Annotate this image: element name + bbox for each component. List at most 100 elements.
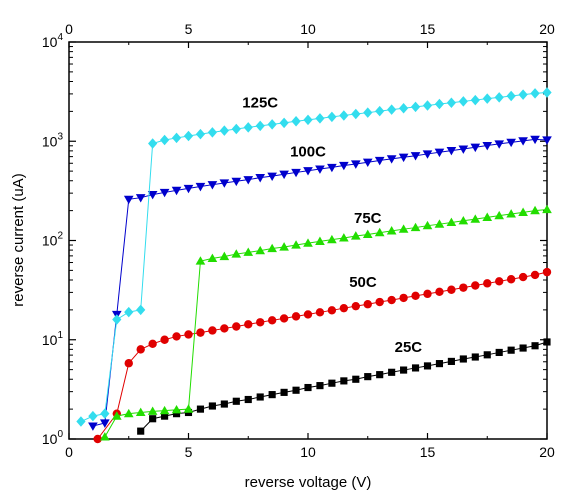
data-point [112,314,122,325]
data-point [470,94,480,106]
data-point [518,207,528,216]
data-point [171,186,182,196]
data-point [256,393,264,401]
data-point [231,177,242,187]
data-point [506,209,516,218]
data-point [303,114,313,126]
data-point [362,158,373,168]
data-point [148,339,157,349]
x-tick-label: 20 [539,444,555,460]
data-point [434,219,445,228]
series-25C [137,338,551,435]
data-point [350,231,361,240]
data-point [339,233,349,242]
data-point [195,182,206,192]
series-line-125C [80,91,548,422]
y-tick-label: 104 [42,32,64,50]
data-point [160,335,169,344]
data-point [303,310,313,319]
data-point [435,287,444,297]
data-point [327,234,337,244]
data-point [506,275,516,284]
series-group [76,87,552,444]
data-point [255,174,266,183]
data-point [494,210,505,220]
data-point [386,226,397,235]
data-point [279,242,289,251]
data-point [135,194,146,203]
data-point [232,397,240,405]
data-point [398,153,409,163]
series-label: 50C [349,274,377,291]
data-point [399,293,408,303]
data-point [518,89,528,100]
data-point [387,104,397,115]
data-point [220,400,228,408]
series-75C [100,204,552,441]
data-point [255,120,265,132]
data-point [410,222,421,232]
data-point [137,427,145,435]
x-axis-title: reverse voltage (V) [245,474,372,491]
y-tick-label: 100 [42,429,64,447]
data-point [232,322,241,331]
series-100C [88,135,552,431]
data-point [519,344,527,352]
data-point [530,135,540,145]
data-point [362,229,373,239]
data-point [411,364,420,372]
data-point [471,281,480,290]
data-point [243,247,254,256]
data-point [184,330,193,339]
data-point [398,103,409,114]
data-point [340,377,348,385]
data-point [267,316,277,325]
data-point [459,355,467,363]
top-x-tick-label: 5 [185,21,193,37]
y-tick-label: 102 [42,231,64,249]
data-point [304,383,312,392]
data-point [279,314,289,323]
data-point [351,301,360,311]
series-label: 75C [354,210,382,227]
series-label: 25C [395,339,423,356]
data-point [315,113,325,124]
data-point [363,300,372,309]
data-point [518,272,528,282]
data-point [458,215,469,225]
data-point [111,411,122,420]
data-point [183,404,194,413]
data-point [327,111,337,123]
data-point [159,188,170,198]
data-point [422,100,433,111]
data-point [279,117,289,129]
data-point [171,132,182,144]
data-point [531,342,539,350]
data-point [172,332,181,341]
data-point [267,243,277,253]
data-point [147,406,158,415]
top-x-tick-label: 15 [420,21,436,37]
y-tick-label: 103 [42,131,64,149]
data-point [88,422,98,431]
data-point [507,346,515,354]
data-point [351,108,361,120]
data-point [518,137,528,146]
data-point [530,88,540,99]
data-point [364,373,372,381]
data-point [256,318,265,327]
data-point [434,148,445,158]
series-125C [76,87,552,427]
data-point [495,348,503,357]
data-point [459,283,468,292]
data-point [100,419,110,428]
data-point [135,407,146,417]
data-point [195,128,206,140]
data-point [422,150,433,159]
data-point [219,179,230,188]
data-point [148,138,158,149]
data-point [220,324,229,333]
data-point [339,110,349,121]
x-tick-label: 15 [420,444,436,460]
